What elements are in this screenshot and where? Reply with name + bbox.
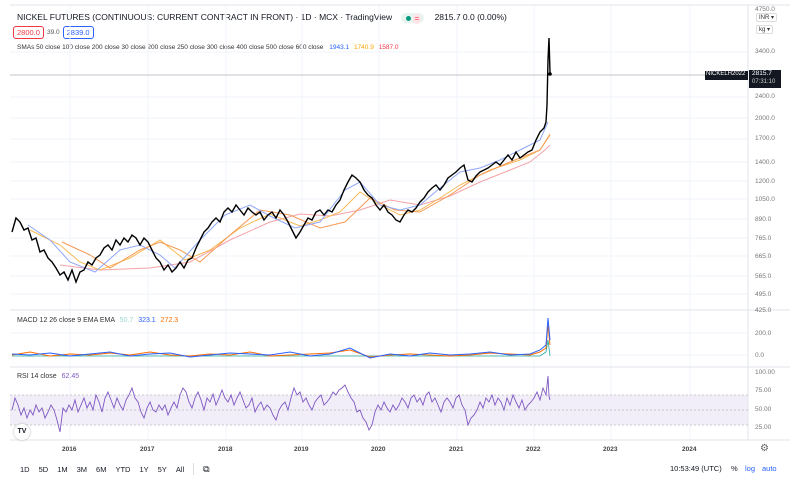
x-tick: 2017 [140, 446, 155, 453]
y-tick: 4750.0 [755, 6, 775, 13]
spread-value: 39.0 [46, 29, 60, 36]
macd-legend[interactable]: MACD 12 26 close 9 EMA EMA 50.7 323.1 27… [17, 317, 178, 324]
sma-value-3: 1587.0 [378, 44, 399, 51]
market-status-badge[interactable]: = [400, 12, 425, 24]
date-range-icon[interactable]: ⧉ [203, 463, 210, 474]
range-1d[interactable]: 1D [20, 464, 30, 474]
y-tick: 1400.0 [755, 159, 775, 166]
range-all[interactable]: All [175, 464, 185, 474]
rsi-y-tick: 50.00 [755, 406, 772, 413]
chart-title: NICKEL FUTURES (CONTINUOUS: CURRENT CONT… [17, 12, 507, 24]
sma-fast-line [27, 121, 549, 273]
range-6m[interactable]: 6M [96, 464, 107, 474]
x-tick: 2019 [294, 446, 309, 453]
x-tick: 2021 [449, 446, 464, 453]
macd-histogram [12, 339, 551, 357]
macd-signal-line [11, 324, 551, 358]
x-tick: 2020 [371, 446, 386, 453]
macd-value: 323.1 [138, 317, 156, 324]
y-tick: 2400.0 [755, 93, 775, 100]
y-tick: 890.0 [755, 216, 772, 223]
utc-clock[interactable]: 10:53:49 (UTC) [670, 464, 722, 473]
macd-label: MACD 12 26 close 9 EMA EMA [17, 317, 115, 324]
rsi-value: 62.45 [61, 373, 80, 380]
sma-mid-line [29, 133, 551, 271]
y-tick: 1200.0 [755, 178, 775, 185]
buy-button[interactable]: 2839.0 [62, 26, 94, 39]
log-scale-toggle[interactable]: log [745, 464, 756, 473]
symbol-title: NICKEL FUTURES (CONTINUOUS: CURRENT CONT… [17, 12, 393, 22]
macd-signal-value: 272.3 [160, 317, 179, 324]
x-tick: 2016 [62, 446, 77, 453]
y-tick: 2000.0 [755, 115, 775, 122]
symbol-tag: NICKELH2022 [706, 71, 746, 77]
price-line [11, 37, 552, 285]
last-price-tag: 2815.7 [752, 70, 772, 77]
range-toolbar: 1D 5D 1M 3M 6M YTD 1Y 5Y All ⧉ [20, 463, 210, 475]
last-quote: 2815.7 0.0 (0.00%) [434, 12, 507, 22]
y-tick: 565.0 [755, 273, 772, 280]
sma-legend-label: SMAs 50 close 100 close 200 close 30 clo… [17, 44, 324, 51]
bid-ask: 2800.0 39.0 2839.0 [13, 26, 94, 39]
x-tick: 2024 [682, 446, 697, 453]
y-tick: 1050.0 [755, 196, 775, 203]
sma-slow-line [59, 144, 551, 271]
sell-button[interactable]: 2800.0 [13, 26, 44, 39]
macd-y-tick: 0.0 [755, 352, 765, 359]
range-ytd[interactable]: YTD [115, 464, 131, 474]
currency-dropdown[interactable]: INR ▾ [756, 13, 778, 22]
y-tick: 3400.0 [755, 48, 775, 55]
y-tick: 765.0 [755, 235, 772, 242]
macd-y-tick: 200.0 [755, 330, 772, 337]
sma-value-1: 1943.1 [329, 44, 350, 51]
sma-legend[interactable]: SMAs 50 close 100 close 200 close 30 clo… [17, 44, 399, 51]
x-tick: 2022 [526, 446, 541, 453]
rsi-y-tick: 75.00 [755, 387, 772, 394]
market-open-icon [405, 16, 411, 21]
y-tick: 495.0 [755, 291, 772, 298]
unit-dropdown[interactable]: kg ▾ [756, 25, 774, 34]
range-3m[interactable]: 3M [76, 464, 88, 474]
y-tick: 665.0 [755, 253, 772, 260]
rsi-label: RSI 14 close [17, 373, 57, 380]
range-1m[interactable]: 1M [57, 464, 68, 474]
range-5y[interactable]: 5Y [157, 464, 167, 474]
macd-hist-value: 50.7 [119, 317, 134, 324]
toolbar-divider [193, 463, 195, 475]
rsi-legend[interactable]: RSI 14 close 62.45 [17, 373, 79, 380]
range-5d[interactable]: 5D [38, 464, 49, 474]
range-1y[interactable]: 1Y [139, 464, 149, 474]
auto-scale-toggle[interactable]: auto [762, 464, 777, 473]
rsi-line [11, 375, 551, 433]
y-tick: 425.0 [755, 307, 772, 314]
x-tick: 2018 [218, 446, 233, 453]
rsi-y-tick: 100.00 [755, 369, 775, 376]
tradingview-logo[interactable]: TV [14, 424, 30, 440]
sma-100-line [61, 134, 551, 269]
data-delay-icon: = [412, 13, 422, 24]
sma-value-2: 1740.9 [353, 44, 374, 51]
percent-scale-toggle[interactable]: % [731, 464, 738, 473]
rsi-y-tick: 25.00 [755, 424, 772, 431]
y-tick: 1700.0 [755, 135, 775, 142]
x-tick: 2023 [603, 446, 618, 453]
bar-countdown: 07:31:10 [752, 79, 776, 85]
macd-line [11, 317, 551, 359]
settings-gear-icon[interactable]: ⚙ [760, 443, 769, 454]
